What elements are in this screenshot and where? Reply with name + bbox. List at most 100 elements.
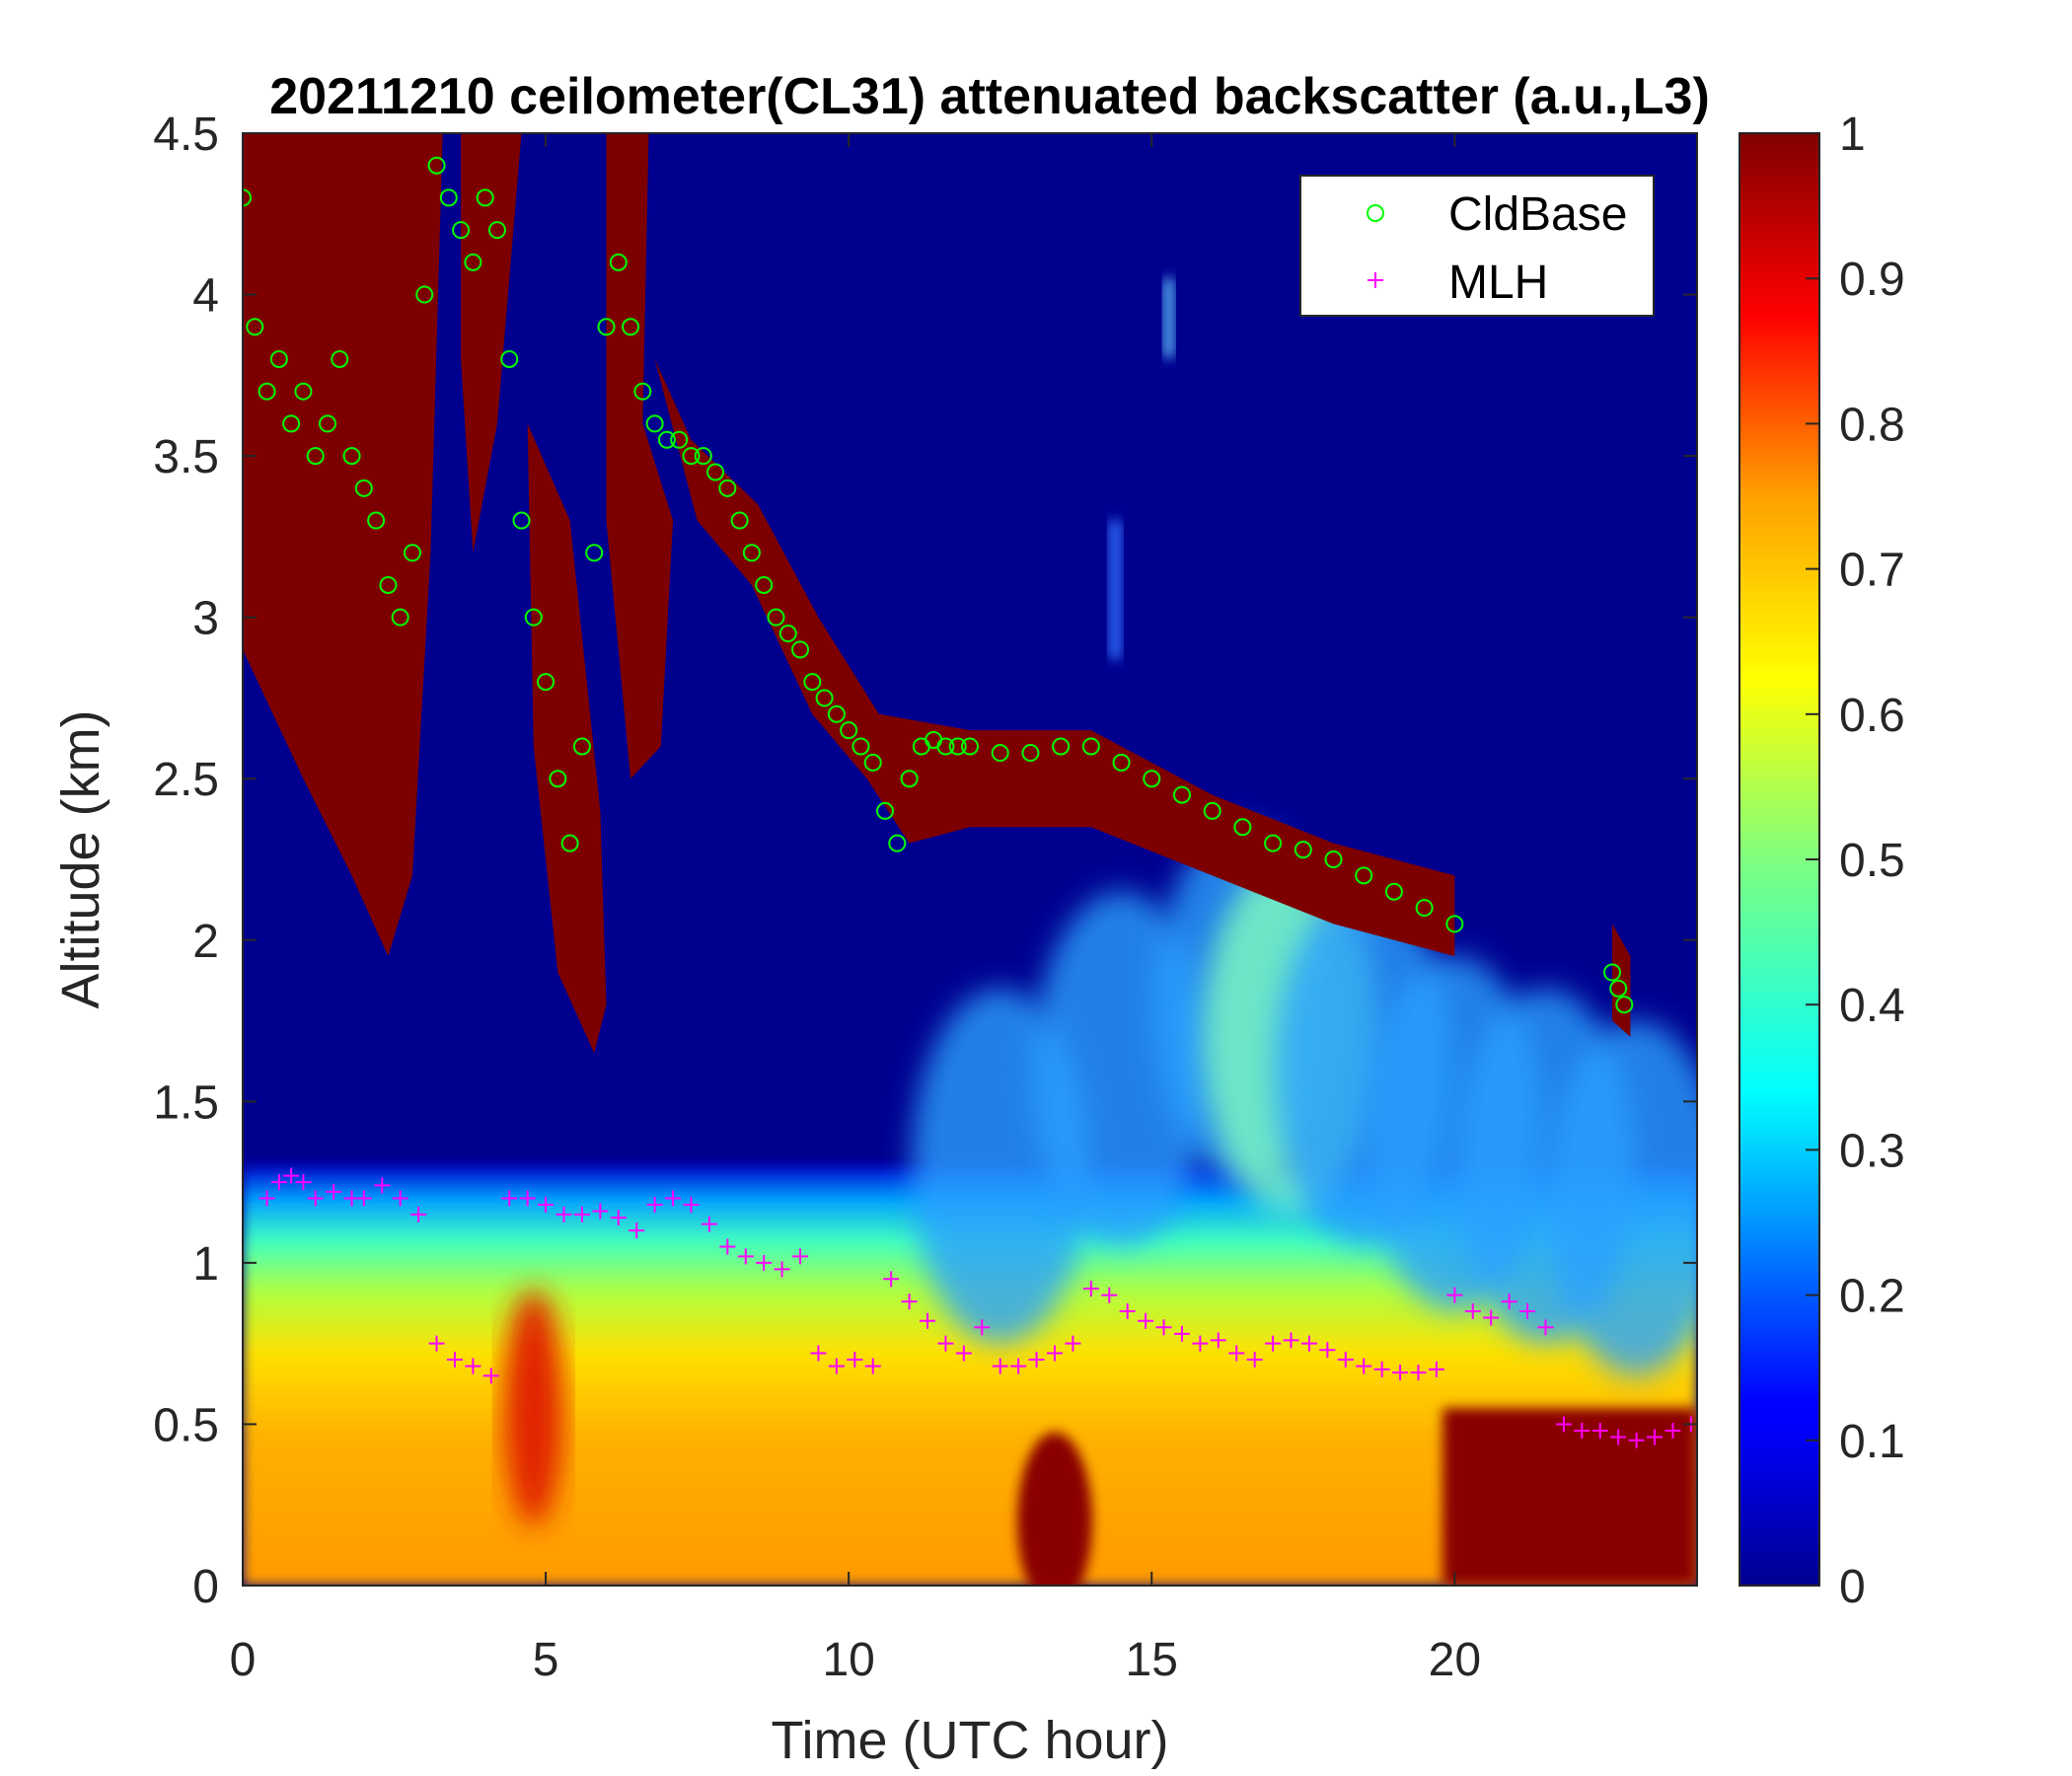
y-tick-label: 1 [192, 1238, 219, 1291]
x-tick-label: 20 [1429, 1634, 1481, 1686]
mlh-point [446, 1352, 463, 1369]
y-tick-label: 0.5 [153, 1399, 219, 1451]
cldbase-point [243, 188, 252, 207]
legend-mlh-label: MLH [1448, 257, 1548, 309]
mlh-point [1101, 1287, 1118, 1303]
cldbase-point [633, 382, 652, 401]
cldbase-point [1294, 841, 1312, 859]
y-tick-label: 3.5 [153, 431, 219, 483]
heatmap-cloud-region [654, 358, 1455, 957]
cldbase-point [936, 737, 955, 756]
mlh-point [1647, 1429, 1664, 1445]
mlh-point [1065, 1335, 1081, 1352]
mlh-point [610, 1210, 627, 1226]
colorbar-tick-label: 0.4 [1839, 980, 1905, 1032]
mlh-point [355, 1190, 372, 1207]
mlh-point [810, 1345, 827, 1362]
cldbase-point [609, 253, 628, 271]
mlh-point [1265, 1335, 1282, 1352]
mlh-point [295, 1174, 312, 1191]
mlh-point [737, 1248, 754, 1265]
cldbase-point [282, 414, 301, 433]
mlh-point [573, 1206, 590, 1222]
mlh-point [955, 1345, 972, 1362]
mlh-point [1464, 1302, 1481, 1319]
heatmap-weak-echo [1163, 278, 1174, 358]
mlh-point [1192, 1335, 1209, 1352]
mlh-point [1537, 1319, 1554, 1336]
cldbase-point [767, 608, 785, 627]
series-mlh [259, 1167, 1697, 1448]
mlh-point [392, 1190, 408, 1207]
y-tick-label: 2 [192, 916, 219, 968]
colorbar-tick-label: 0.2 [1839, 1271, 1905, 1323]
colorbar-tick-label: 0.9 [1839, 254, 1905, 306]
cldbase-point [342, 447, 361, 466]
mlh-point [646, 1197, 663, 1214]
legend: CldBase MLH [1299, 175, 1655, 317]
legend-mlh-marker [1368, 272, 1383, 288]
cldbase-point [572, 737, 591, 756]
plot-area [243, 133, 1697, 1586]
cldbase-point [439, 188, 458, 207]
heatmap-surface-plume [1016, 1432, 1092, 1586]
mlh-point [974, 1319, 991, 1336]
x-tick-label: 5 [533, 1634, 559, 1686]
mlh-point [283, 1167, 300, 1184]
cldbase-point [354, 479, 373, 497]
mlh-point [828, 1358, 845, 1374]
mlh-point [1300, 1335, 1317, 1352]
cldbase-point [1112, 753, 1131, 772]
mlh-point [920, 1312, 936, 1329]
mlh-point [1119, 1302, 1136, 1319]
mlh-point [428, 1335, 445, 1352]
cldbase-point [294, 382, 313, 401]
mlh-point [1555, 1416, 1572, 1433]
cldbase-point [306, 447, 325, 466]
mlh-point [1373, 1361, 1390, 1377]
cldbase-point [622, 318, 640, 336]
cldbase-point [549, 770, 567, 788]
cldbase-point [851, 737, 870, 756]
cldbase-point [1172, 785, 1191, 804]
x-tick-label: 10 [822, 1634, 874, 1686]
cldbase-point [1143, 770, 1161, 788]
heatmap-weak-echo [1109, 520, 1122, 659]
mlh-point [1591, 1422, 1608, 1439]
cldbase-point [1203, 801, 1221, 820]
cldbase-point [367, 511, 386, 530]
cldbase-point [670, 430, 689, 449]
heatmap-surface-dense [1443, 1408, 1697, 1586]
heatmap-haze [1547, 1020, 1697, 1376]
y-tick-label: 4.5 [153, 109, 219, 161]
cldbase-point [1324, 851, 1343, 868]
y-tick-label: 1.5 [153, 1076, 219, 1129]
mlh-point [1246, 1352, 1263, 1369]
mlh-point [465, 1358, 481, 1374]
cldbase-point [718, 479, 737, 497]
mlh-point [883, 1271, 900, 1288]
mlh-point [629, 1222, 645, 1239]
heatmap-cloud-region [606, 133, 674, 779]
mlh-point [1028, 1352, 1045, 1369]
cldbase-point [331, 349, 349, 368]
x-tick-label: 15 [1126, 1634, 1178, 1686]
mlh-point [1337, 1352, 1354, 1369]
cldbase-point [391, 608, 409, 627]
x-tick-label: 0 [230, 1634, 257, 1686]
mlh-point [326, 1183, 342, 1200]
heatmap-field [243, 133, 1697, 1586]
mlh-point [683, 1197, 700, 1214]
cldbase-point [1264, 834, 1283, 852]
mlh-point [482, 1368, 499, 1384]
cldbase-point [597, 318, 616, 336]
cldbase-point [524, 608, 543, 627]
x-axis-label: Time (UTC hour) [771, 1711, 1168, 1770]
mlh-point [864, 1358, 881, 1374]
cldbase-point [585, 544, 604, 562]
colorbar-tick-label: 0.3 [1839, 1125, 1905, 1177]
mlh-point [1155, 1319, 1172, 1336]
cldbase-point [791, 640, 810, 659]
colorbar-tick-label: 0 [1839, 1561, 1866, 1613]
cldbase-point [742, 544, 761, 562]
